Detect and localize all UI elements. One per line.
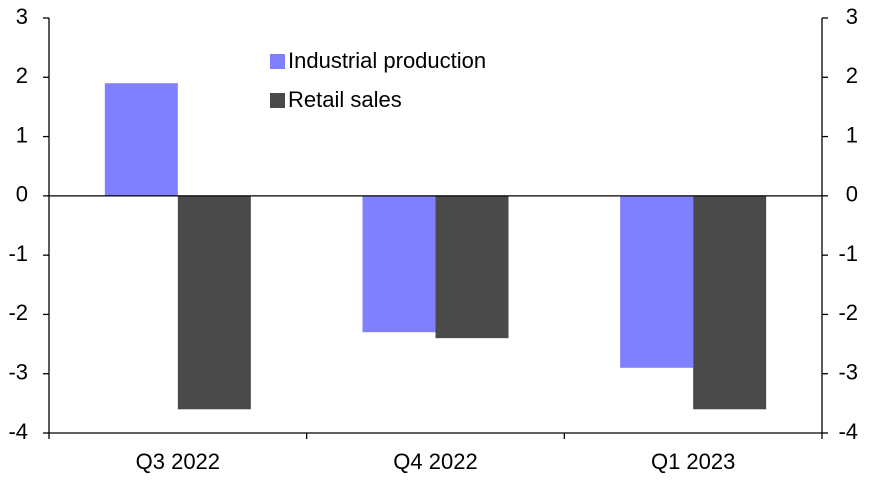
y-tick-label: 3 xyxy=(16,4,28,29)
y-tick-label: 0 xyxy=(16,182,28,207)
x-tick-label: Q1 2023 xyxy=(651,449,735,474)
y-tick-label: -1 xyxy=(8,241,28,266)
y2-tick-label: 3 xyxy=(846,4,858,29)
y-tick-label: 2 xyxy=(16,63,28,88)
y2-tick-label: -3 xyxy=(838,360,858,385)
legend-swatch xyxy=(270,54,285,69)
x-tick-label: Q4 2022 xyxy=(393,449,477,474)
y2-tick-label: -1 xyxy=(838,241,858,266)
bar xyxy=(177,195,251,410)
y-tick-label: -4 xyxy=(8,419,28,444)
y-tick-label: -3 xyxy=(8,360,28,385)
y2-tick-label: 0 xyxy=(846,182,858,207)
y2-tick-label: 1 xyxy=(846,122,858,147)
bar xyxy=(362,195,436,333)
bar xyxy=(104,83,178,196)
y2-tick-label: 2 xyxy=(846,63,858,88)
y-tick-label: 1 xyxy=(16,122,28,147)
legend-label: Industrial production xyxy=(288,48,486,73)
legend-swatch xyxy=(270,93,285,108)
y2-tick-label: -4 xyxy=(838,419,858,444)
bar xyxy=(435,195,509,339)
y-tick-label: -2 xyxy=(8,300,28,325)
legend-label: Retail sales xyxy=(288,87,402,112)
bar xyxy=(693,195,767,410)
y2-tick-label: -2 xyxy=(838,300,858,325)
bar xyxy=(620,195,694,368)
x-tick-label: Q3 2022 xyxy=(136,449,220,474)
